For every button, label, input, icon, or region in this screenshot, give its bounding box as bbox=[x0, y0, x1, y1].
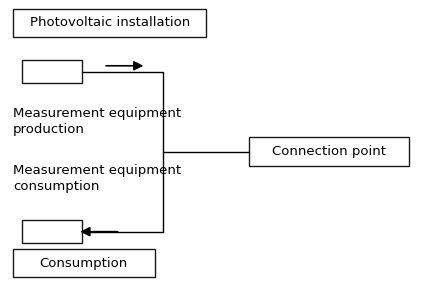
Text: Measurement equipment
consumption: Measurement equipment consumption bbox=[13, 164, 181, 193]
Bar bbox=[13, 9, 206, 37]
Text: Photovoltaic installation: Photovoltaic installation bbox=[30, 16, 190, 29]
Bar bbox=[22, 60, 82, 83]
Text: Consumption: Consumption bbox=[40, 257, 128, 270]
Text: Connection point: Connection point bbox=[272, 145, 386, 158]
Text: Measurement equipment
production: Measurement equipment production bbox=[13, 107, 181, 136]
Bar bbox=[22, 220, 82, 243]
Bar bbox=[13, 249, 155, 277]
Bar bbox=[249, 137, 408, 166]
